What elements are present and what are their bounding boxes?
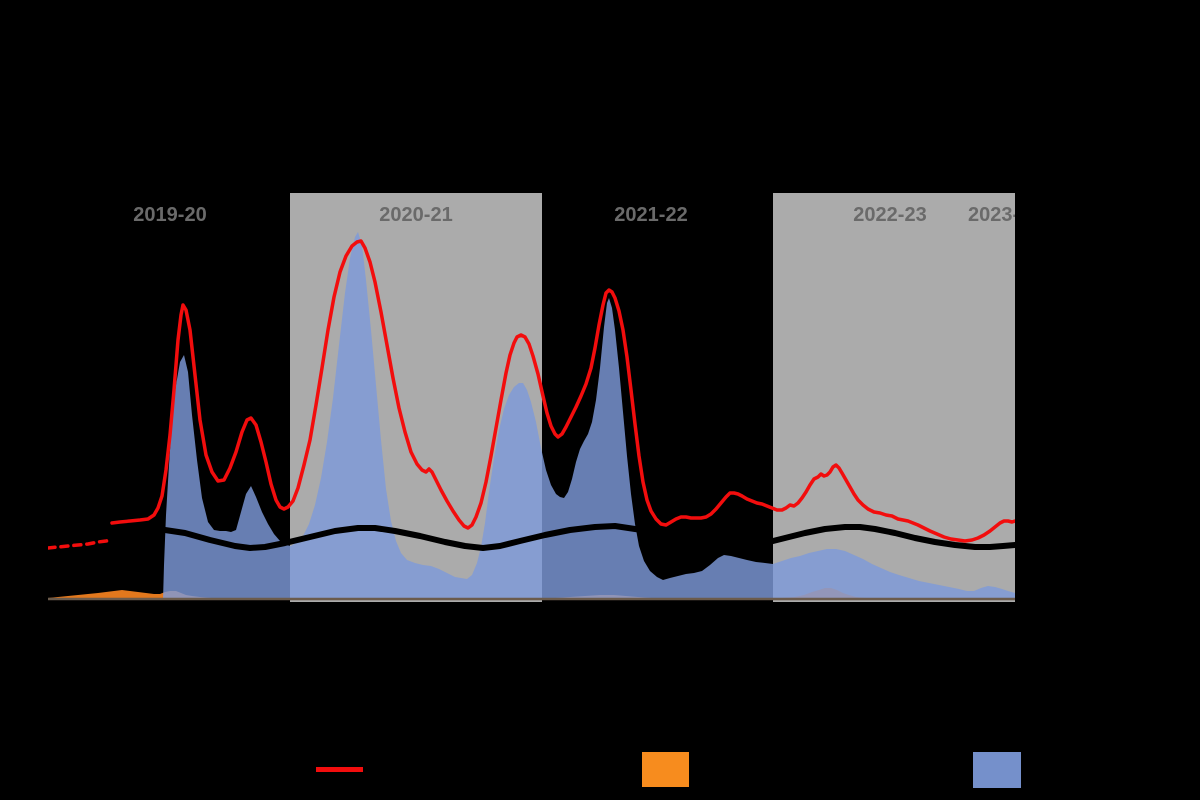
- season-label: 2022-23: [853, 204, 926, 226]
- series-red-line-seg1: [110, 239, 1015, 543]
- legend: [316, 752, 1021, 788]
- season-label: 2023-24: [968, 204, 1042, 226]
- season-label: 2021-22: [614, 204, 687, 226]
- series-blue-area: [163, 232, 1015, 600]
- season-label: 2020-21: [379, 204, 452, 226]
- season-labels: 2019-20 2020-21 2021-22 2022-23 2023-24: [133, 204, 1042, 226]
- plot-area: 2019-20 2020-21 2021-22 2022-23 2023-24: [48, 193, 1042, 602]
- series-red-line-seg0: [48, 538, 114, 550]
- series-black-baseline: [48, 523, 1015, 551]
- line-series: [48, 239, 1015, 551]
- legend-swatch-blue-area: [973, 752, 1021, 788]
- season-band-2022-23: [773, 193, 1015, 602]
- season-bands: [290, 193, 1015, 602]
- season-label: 2019-20: [133, 204, 206, 226]
- legend-swatch-orange-area: [642, 752, 689, 787]
